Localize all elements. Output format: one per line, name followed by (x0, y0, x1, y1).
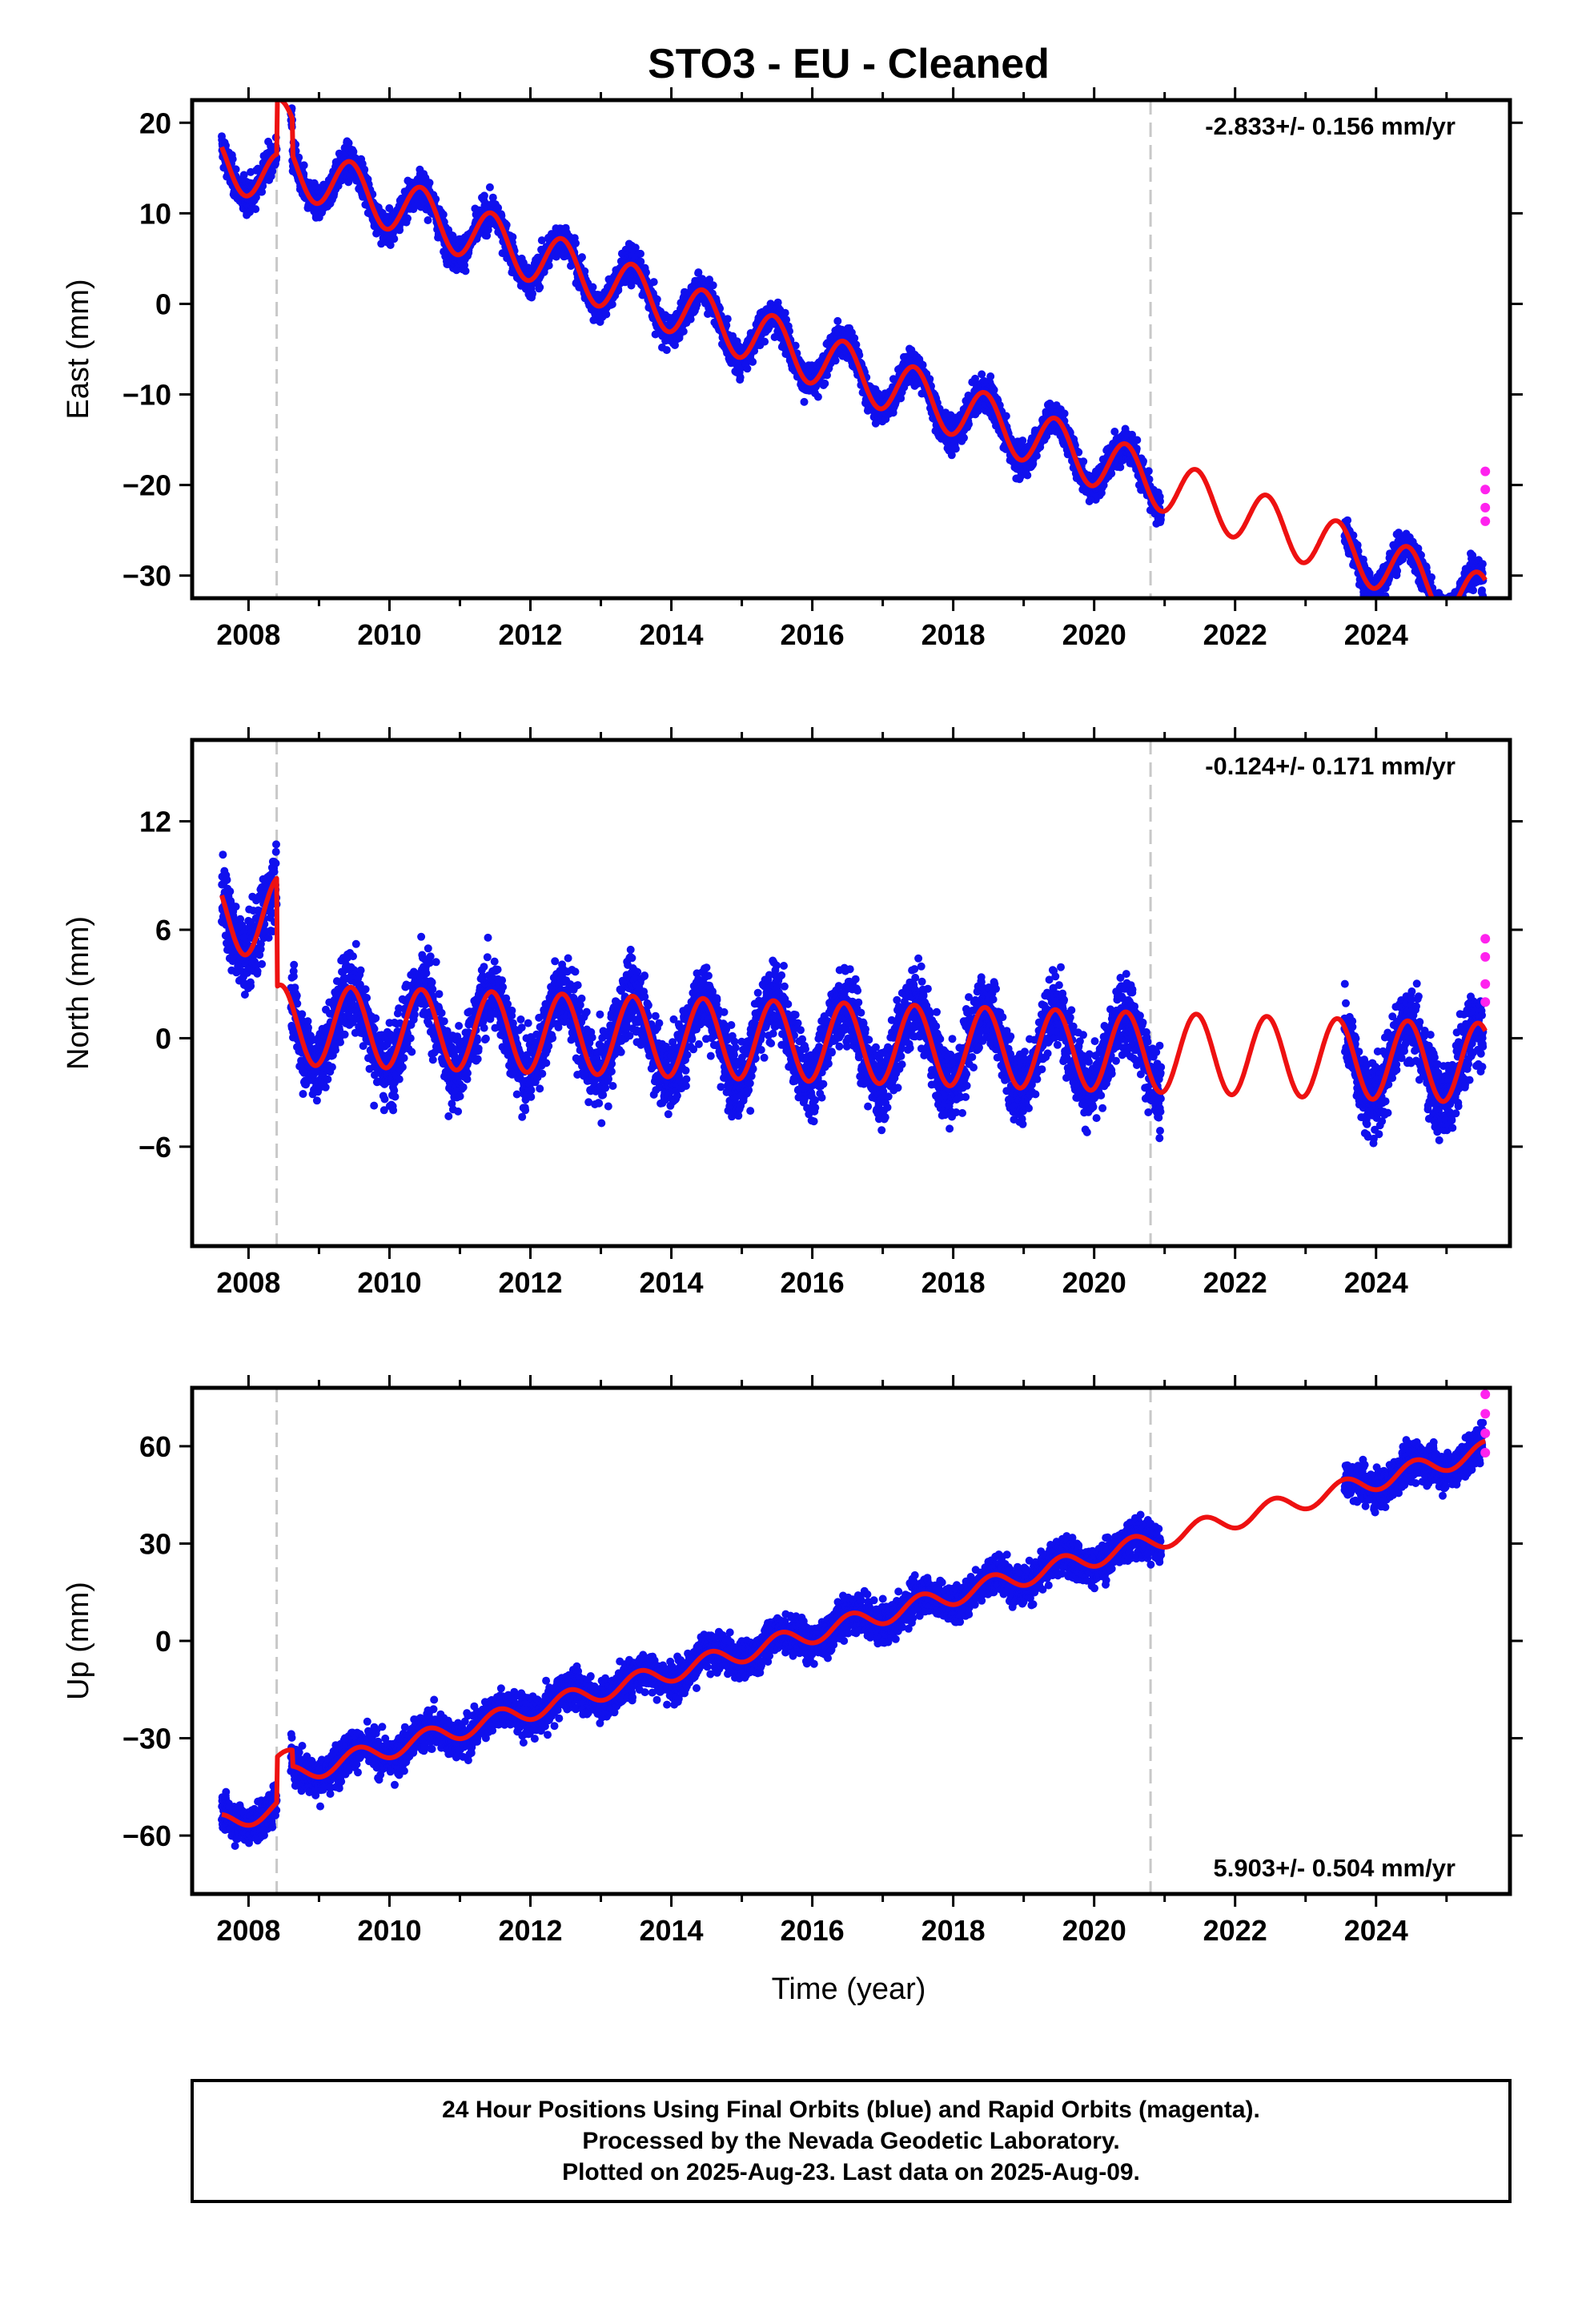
final-orbit-point (649, 278, 658, 287)
final-orbit-point (349, 147, 358, 156)
plot-area (218, 100, 1491, 608)
final-orbit-point (231, 165, 240, 174)
final-orbit-point (709, 281, 717, 290)
final-orbit-point (800, 397, 809, 406)
chart-title: STO3 - EU - Cleaned (648, 41, 1050, 87)
final-orbit-point (1343, 516, 1352, 525)
final-orbit-point (268, 167, 277, 175)
final-orbit-point (990, 385, 998, 394)
final-orbit-point (228, 155, 237, 163)
final-orbit-point (572, 239, 580, 247)
final-orbit-point (743, 364, 752, 373)
final-orbit-point (404, 214, 412, 223)
final-orbit-point (344, 178, 353, 187)
final-orbit-point (1060, 409, 1069, 418)
final-orbit-point (461, 267, 470, 275)
final-orbit-point (528, 289, 536, 298)
final-orbit-point (723, 315, 732, 324)
final-orbit-point (833, 316, 842, 325)
final-orbit-point (736, 373, 745, 382)
final-orbit-point (662, 346, 671, 355)
final-orbit-point (781, 308, 789, 317)
final-orbit-point (1365, 569, 1374, 577)
final-orbit-point (295, 153, 303, 162)
final-orbit-point (536, 283, 544, 292)
final-orbit-point (299, 161, 308, 170)
final-orbit-point (424, 216, 432, 224)
final-orbit-point (951, 444, 960, 453)
final-orbit-point (588, 283, 597, 292)
final-orbit-point (396, 226, 404, 235)
final-orbit-point (652, 295, 661, 304)
final-orbit-point (578, 253, 586, 262)
final-orbit-point (544, 261, 553, 270)
final-orbit-point (813, 392, 822, 401)
final-orbit-point (1018, 436, 1027, 445)
final-orbit-point (1002, 412, 1010, 420)
final-orbit-point (636, 249, 644, 258)
final-orbit-point (239, 171, 248, 179)
final-orbit-point (1079, 457, 1088, 466)
east-panel: 2008 2010 2012 2014 2016 2018 2020 2022 20242010… (62, 87, 1523, 651)
final-orbit-point (686, 315, 695, 324)
final-orbit-point (986, 372, 995, 380)
final-orbit-point (1144, 467, 1153, 476)
final-orbit-point (508, 233, 517, 241)
final-orbit-point (978, 370, 986, 379)
final-orbit-point (390, 235, 399, 243)
final-orbit-point (1023, 471, 1032, 480)
final-orbit-point (761, 337, 769, 346)
final-orbit-point (251, 205, 260, 214)
final-orbit-point (480, 191, 488, 200)
final-orbit-point (749, 357, 757, 366)
final-orbit-point (344, 139, 353, 147)
final-orbit-point (1133, 436, 1142, 444)
final-orbit-point (960, 433, 968, 442)
final-orbit-point (1367, 600, 1375, 608)
final-orbit-point (439, 210, 448, 219)
final-orbit-point (821, 379, 829, 388)
final-orbit-point (679, 327, 688, 336)
final-orbit-point (485, 183, 494, 191)
final-orbit-point (425, 179, 434, 187)
